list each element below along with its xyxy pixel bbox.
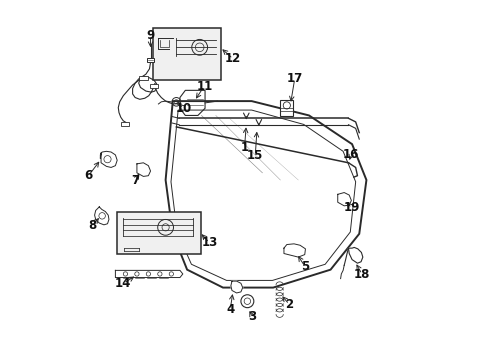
Text: 4: 4: [225, 303, 234, 316]
Polygon shape: [337, 193, 351, 206]
Text: 16: 16: [343, 148, 359, 161]
Polygon shape: [137, 163, 150, 176]
Bar: [280, 100, 293, 116]
Bar: [139, 76, 147, 80]
Bar: [121, 122, 129, 126]
Polygon shape: [100, 151, 117, 167]
Text: 7: 7: [131, 174, 139, 187]
Text: 8: 8: [88, 219, 96, 232]
Bar: [149, 84, 158, 88]
Text: 5: 5: [300, 260, 308, 273]
Text: 12: 12: [224, 52, 241, 65]
Text: 1: 1: [240, 141, 248, 154]
Text: 2: 2: [285, 298, 293, 311]
Circle shape: [241, 295, 253, 308]
Polygon shape: [94, 207, 109, 225]
Polygon shape: [230, 281, 242, 293]
Text: 13: 13: [201, 236, 217, 249]
Text: 19: 19: [343, 202, 360, 215]
Text: 17: 17: [286, 72, 302, 85]
Text: 14: 14: [115, 277, 131, 290]
Text: 11: 11: [196, 80, 212, 93]
Text: 3: 3: [248, 310, 256, 324]
Polygon shape: [115, 270, 183, 278]
Text: 9: 9: [146, 29, 154, 42]
Polygon shape: [284, 244, 305, 257]
Bar: [147, 58, 154, 62]
Text: 15: 15: [246, 149, 263, 162]
FancyBboxPatch shape: [117, 212, 201, 253]
FancyBboxPatch shape: [153, 28, 221, 80]
Polygon shape: [348, 247, 362, 263]
Text: 18: 18: [353, 268, 369, 281]
Text: 10: 10: [175, 102, 191, 115]
Text: 6: 6: [84, 169, 92, 182]
